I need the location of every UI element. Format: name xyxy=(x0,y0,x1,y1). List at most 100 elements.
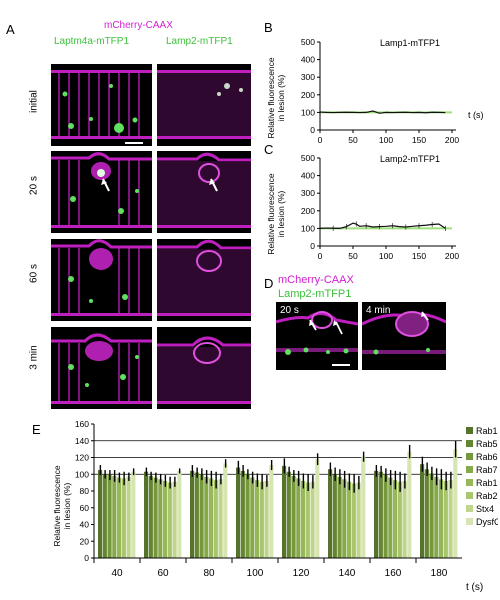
chart-e-bar xyxy=(255,480,260,558)
chart-e-xtick-label: 80 xyxy=(203,568,215,579)
panel-d-time-4min: 4 min xyxy=(366,305,391,316)
chart-e-bar xyxy=(199,474,204,558)
chart-e-bar xyxy=(269,465,274,558)
chart-e-yticks: 0 20 40 60 80 100 120 140 160 xyxy=(75,419,94,563)
chart-e-legend-swatch xyxy=(466,453,473,460)
chart-e-bar xyxy=(117,477,122,558)
micrograph-lamp2-60s xyxy=(157,239,251,321)
chart-e-bar xyxy=(420,464,425,558)
chart-e-bar xyxy=(126,476,131,558)
chart-e-bars xyxy=(98,440,458,558)
chart-e-legend-swatch xyxy=(466,492,473,499)
chart-b-xtick-label: 200 xyxy=(445,135,459,145)
chart-e-bar xyxy=(305,482,310,558)
chart-c-yticks: 0 100 200 300 400 500 xyxy=(301,153,320,251)
micrograph-lamp2-initial xyxy=(157,64,251,146)
chart-e-bar xyxy=(264,480,269,558)
chart-e-bar xyxy=(332,474,337,558)
chart-c: Lamp2-mTFP1 Relative fluorescence in les… xyxy=(266,153,459,261)
chart-e-bar xyxy=(448,480,453,558)
micrograph-laptm4a-20s xyxy=(51,151,152,233)
chart-e-ytick-label: 160 xyxy=(75,419,89,429)
chart-e-bar xyxy=(301,480,306,558)
panel-label-e: E xyxy=(32,422,41,437)
chart-e-ytick-label: 60 xyxy=(80,503,90,513)
chart-e-xlabel: t (s) xyxy=(466,582,483,593)
chart-e-legend-label: Rab6a xyxy=(476,452,498,462)
panel-d-label-mcherry: mCherry-CAAX xyxy=(278,274,354,286)
micrograph-d-4min xyxy=(362,302,446,370)
chart-e-bar xyxy=(361,456,366,558)
chart-e-legend-swatch xyxy=(466,518,473,525)
chart-e-xtick-label: 100 xyxy=(247,568,264,579)
micrograph-d-20s xyxy=(276,302,358,370)
chart-b-ytick-label: 500 xyxy=(301,37,315,47)
chart-e-bar xyxy=(236,467,241,558)
chart-e-legend-label: DysfC xyxy=(476,517,498,527)
chart-e-bar xyxy=(194,472,199,558)
chart-c-xticks: 0 50 100 150 200 xyxy=(318,246,459,261)
chart-e-bar xyxy=(177,470,182,558)
chart-c-xtick-label: 100 xyxy=(379,251,393,261)
chart-e-bar xyxy=(153,477,158,558)
chart-c-xtick-label: 150 xyxy=(412,251,426,261)
chart-e-bar xyxy=(112,475,117,558)
chart-e-bar xyxy=(218,479,223,558)
chart-e-bar xyxy=(351,483,356,558)
chart-e-bar xyxy=(240,470,245,558)
chart-e-ytick-label: 20 xyxy=(80,536,90,546)
chart-b-xtick-label: 150 xyxy=(412,135,426,145)
chart-e-bar xyxy=(213,480,218,558)
chart-c-ytick-label: 500 xyxy=(301,153,315,163)
chart-c-ytick-label: 300 xyxy=(301,188,315,198)
micrograph-lamp2-20s xyxy=(157,151,251,233)
chart-e-bar xyxy=(439,479,444,558)
chart-e-bar xyxy=(378,471,383,558)
chart-e-legend-label: Rab12 xyxy=(476,478,498,488)
chart-e-bar xyxy=(148,475,153,558)
chart-e-bar xyxy=(121,478,126,558)
chart-c-ytick-label: 0 xyxy=(310,241,315,251)
chart-b-xtick-label: 0 xyxy=(318,135,323,145)
chart-e-bar xyxy=(424,469,429,558)
chart-c-ytick-label: 200 xyxy=(301,206,315,216)
chart-e-bar xyxy=(282,465,287,558)
chart-e-bar xyxy=(291,475,296,558)
chart-b-ylabel-1: Relative fluorescence xyxy=(266,57,276,139)
chart-e-bar xyxy=(163,480,168,558)
chart-e-bar xyxy=(190,470,195,558)
panel-label-a: A xyxy=(6,22,15,37)
chart-e-bar xyxy=(407,451,412,558)
chart-e-bar xyxy=(250,477,255,558)
chart-e-bar xyxy=(393,480,398,558)
chart-e-ytick-label: 0 xyxy=(84,553,89,563)
chart-b-ytick-label: 400 xyxy=(301,55,315,65)
chart-e-bar xyxy=(383,475,388,558)
chart-e-xtick-label: 40 xyxy=(111,568,123,579)
chart-e-xtick-label: 160 xyxy=(385,568,402,579)
chart-c-xtick-label: 0 xyxy=(318,251,323,261)
micrograph-laptm4a-initial xyxy=(51,64,152,146)
panel-label-d: D xyxy=(264,276,274,291)
chart-e-bar xyxy=(296,478,301,558)
chart-c-xtick-label: 200 xyxy=(445,251,459,261)
chart-e-legend-swatch xyxy=(466,466,473,473)
row-label-60s: 60 s xyxy=(28,264,40,283)
chart-e-ylabel-1: Relative fluorescence xyxy=(52,465,62,547)
chart-e-bar xyxy=(397,481,402,558)
chart-e-bar xyxy=(131,471,136,558)
chart-e-bar xyxy=(286,471,291,558)
chart-b-xtick-label: 100 xyxy=(379,135,393,145)
panel-a-header-mcherry: mCherry-CAAX xyxy=(104,20,173,31)
chart-b-ytick-label: 300 xyxy=(301,72,315,82)
chart-b-yticks: 0 100 200 300 400 500 xyxy=(301,37,320,135)
chart-e-bar xyxy=(429,473,434,558)
chart-c-ytick-label: 400 xyxy=(301,171,315,181)
chart-e-legend: Rab1a Rab5a Rab6a Rab7 Rab12 Rab27 Stx4 DysfC xyxy=(466,426,498,527)
chart-e-legend-label: Stx4 xyxy=(476,504,494,514)
chart-e-bar xyxy=(223,463,228,558)
chart-e-bar xyxy=(167,482,172,558)
chart-e-gridlines xyxy=(94,440,462,475)
panel-d-label-lamp2: Lamp2-mTFP1 xyxy=(278,288,352,300)
chart-c-ylabel-2: in lesion (%) xyxy=(276,190,286,237)
